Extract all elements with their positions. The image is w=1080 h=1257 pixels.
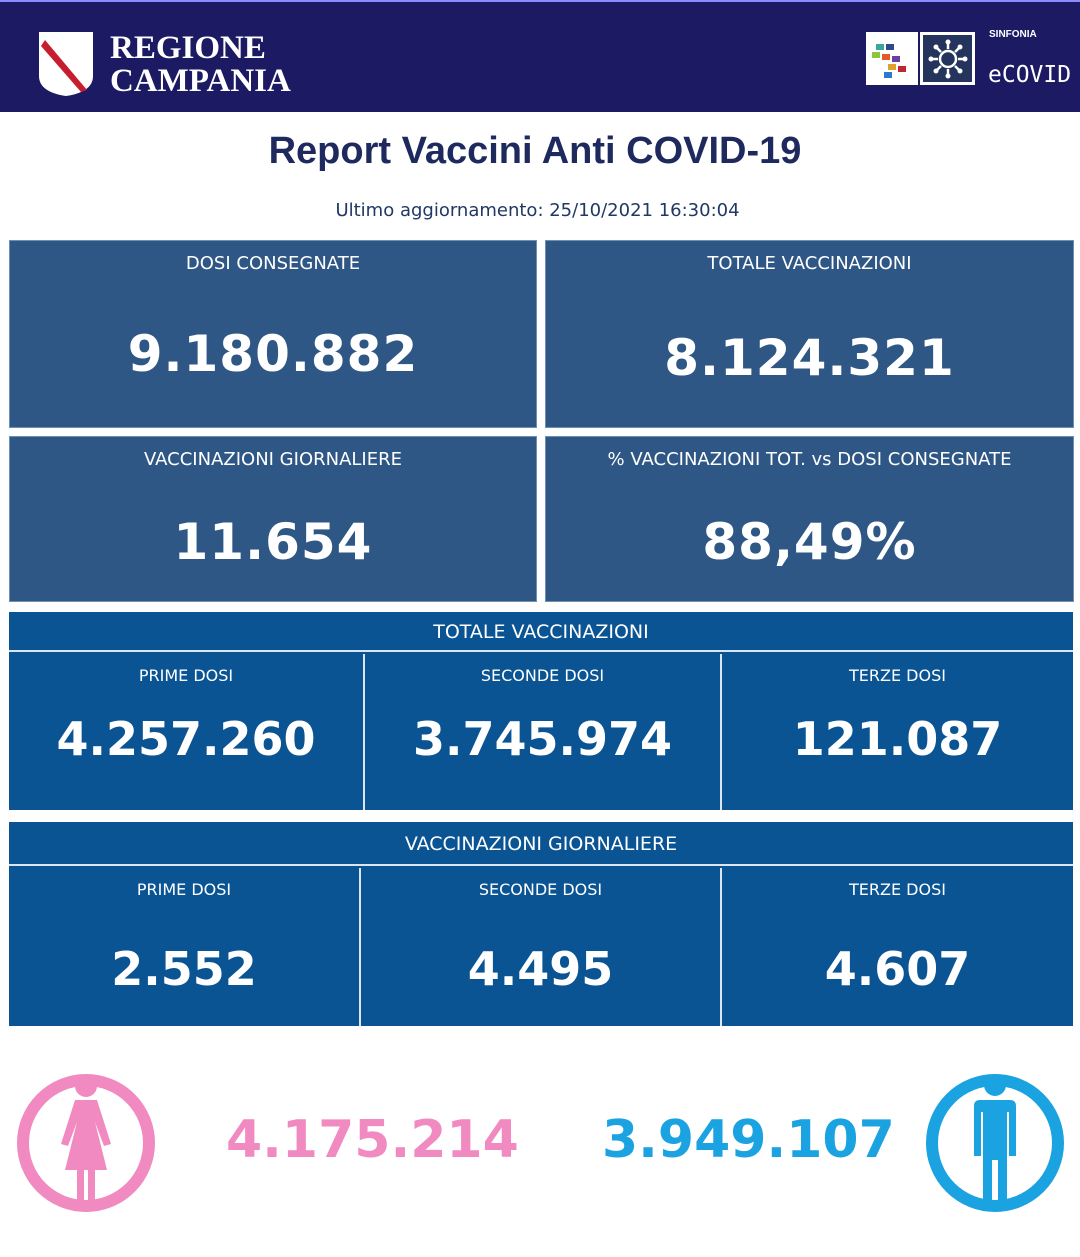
section-title: TOTALE VACCINAZIONI <box>9 612 1073 652</box>
cell-value: 121.087 <box>792 712 1003 766</box>
ecovid-label: eCOVID <box>988 62 1072 88</box>
cell-label: PRIME DOSI <box>138 666 234 685</box>
card-label: DOSI CONSEGNATE <box>185 253 361 274</box>
card-value: 8.124.321 <box>664 329 955 387</box>
card-dosi-consegnate: DOSI CONSEGNATE 9.180.882 <box>9 240 537 428</box>
cell-value: 4.607 <box>824 942 971 996</box>
female-icon <box>17 1074 155 1212</box>
cell-prime-dosi: PRIME DOSI 4.257.260 <box>9 654 365 810</box>
cell-label: PRIME DOSI <box>136 880 232 899</box>
cell-label: TERZE DOSI <box>849 666 946 685</box>
cell-label: TERZE DOSI <box>849 880 946 899</box>
card-label: % VACCINAZIONI TOT. vs DOSI CONSEGNATE <box>607 449 1012 470</box>
sinfonia-label: SINFONIA <box>989 29 1037 40</box>
region-line1: REGIONE <box>110 30 266 66</box>
card-value: 88,49% <box>702 513 917 571</box>
cell-label: SECONDE DOSI <box>478 880 603 899</box>
male-count: 3.949.107 <box>602 1110 895 1170</box>
section-totale-vaccinazioni: TOTALE VACCINAZIONI PRIME DOSI 4.257.260… <box>9 612 1073 810</box>
card-label: VACCINAZIONI GIORNALIERE <box>144 449 402 470</box>
card-value: 11.654 <box>173 513 373 571</box>
card-totale-vaccinazioni: TOTALE VACCINAZIONI 8.124.321 <box>545 240 1074 428</box>
region-name: REGIONE CAMPANIA <box>110 32 291 98</box>
cell-value: 4.257.260 <box>56 712 316 766</box>
virus-logo-icon <box>920 32 975 85</box>
male-icon <box>926 1074 1064 1212</box>
region-line2: CAMPANIA <box>110 63 291 99</box>
cell-seconde-dosi: SECONDE DOSI 4.495 <box>361 868 722 1026</box>
last-updated: Ultimo aggiornamento: 25/10/2021 16:30:0… <box>335 200 740 221</box>
header-bar: REGIONE CAMPANIA <box>0 0 1080 112</box>
card-vaccinazioni-giornaliere: VACCINAZIONI GIORNALIERE 11.654 <box>9 436 537 602</box>
cell-seconde-dosi: SECONDE DOSI 3.745.974 <box>365 654 722 810</box>
card-value: 9.180.882 <box>127 325 419 383</box>
region-crest-icon <box>39 32 93 96</box>
cell-value: 3.745.974 <box>413 712 672 766</box>
section-title: VACCINAZIONI GIORNALIERE <box>9 822 1073 866</box>
section-vaccinazioni-giornaliere: VACCINAZIONI GIORNALIERE PRIME DOSI 2.55… <box>9 822 1073 1026</box>
cell-label: SECONDE DOSI <box>480 666 605 685</box>
sinfonia-logo-icon <box>866 32 918 85</box>
card-label: TOTALE VACCINAZIONI <box>707 253 912 274</box>
female-count: 4.175.214 <box>226 1110 519 1170</box>
cell-value: 2.552 <box>111 942 257 996</box>
cell-terze-dosi: TERZE DOSI 4.607 <box>722 868 1073 1026</box>
card-percentuale: % VACCINAZIONI TOT. vs DOSI CONSEGNATE 8… <box>545 436 1074 602</box>
cell-terze-dosi: TERZE DOSI 121.087 <box>722 654 1073 810</box>
cell-value: 4.495 <box>467 942 614 996</box>
page-title: Report Vaccini Anti COVID-19 <box>268 130 802 172</box>
cell-prime-dosi: PRIME DOSI 2.552 <box>9 868 361 1026</box>
